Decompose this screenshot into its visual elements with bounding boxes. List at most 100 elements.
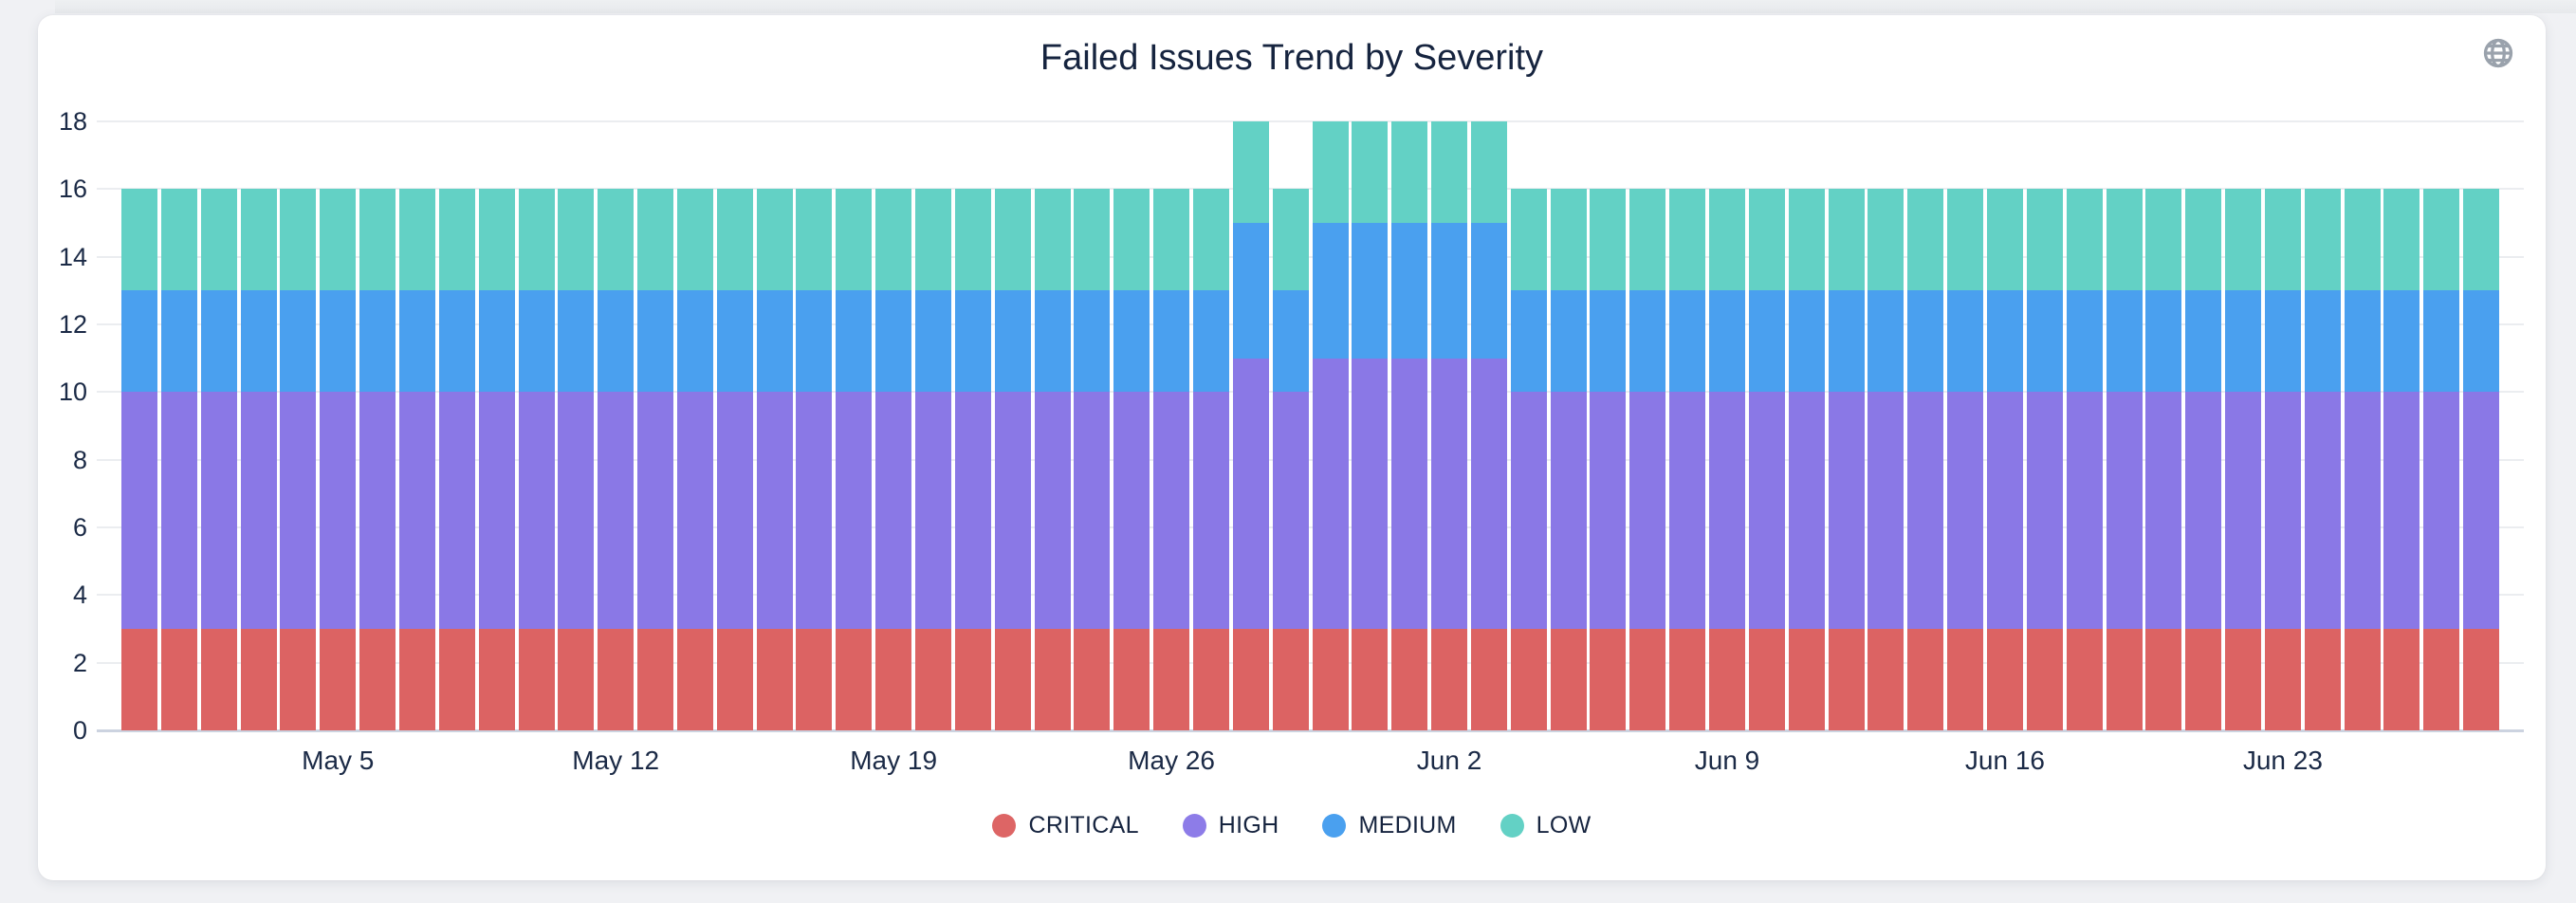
- bar-segment-medium[interactable]: [320, 290, 357, 393]
- bar-segment-medium[interactable]: [398, 290, 435, 393]
- bar-segment-medium[interactable]: [1550, 290, 1587, 393]
- bar-segment-low[interactable]: [1748, 189, 1785, 291]
- bar-segment-medium[interactable]: [1748, 290, 1785, 393]
- bar-segment-high[interactable]: [2225, 392, 2262, 629]
- bar-segment-high[interactable]: [160, 392, 197, 629]
- bar-segment-critical[interactable]: [875, 629, 912, 730]
- bar-segment-medium[interactable]: [598, 290, 635, 393]
- bar-segment-high[interactable]: [1113, 392, 1150, 629]
- bar-segment-critical[interactable]: [558, 629, 595, 730]
- bar-segment-low[interactable]: [2304, 189, 2341, 291]
- bar-segment-critical[interactable]: [1074, 629, 1111, 730]
- bar-segment-low[interactable]: [240, 189, 277, 291]
- bar-segment-low[interactable]: [915, 189, 951, 291]
- bar-segment-critical[interactable]: [954, 629, 991, 730]
- bar-segment-high[interactable]: [598, 392, 635, 629]
- bar-segment-medium[interactable]: [1947, 290, 1984, 393]
- bar-segment-medium[interactable]: [2145, 290, 2182, 393]
- bar-segment-high[interactable]: [2066, 392, 2103, 629]
- bar-segment-low[interactable]: [2066, 189, 2103, 291]
- bar-segment-critical[interactable]: [1986, 629, 2023, 730]
- bar-segment-medium[interactable]: [676, 290, 713, 393]
- bar-segment-medium[interactable]: [2066, 290, 2103, 393]
- bar-segment-low[interactable]: [598, 189, 635, 291]
- bar-segment-high[interactable]: [954, 392, 991, 629]
- bar-segment-low[interactable]: [398, 189, 435, 291]
- bar-segment-critical[interactable]: [915, 629, 951, 730]
- bar-segment-medium[interactable]: [637, 290, 674, 393]
- bar-segment-low[interactable]: [994, 189, 1031, 291]
- bar-segment-medium[interactable]: [756, 290, 793, 393]
- bar-segment-high[interactable]: [240, 392, 277, 629]
- bar-segment-critical[interactable]: [1550, 629, 1587, 730]
- bar-segment-high[interactable]: [2026, 392, 2063, 629]
- bar-segment-high[interactable]: [2106, 392, 2143, 629]
- bar-segment-critical[interactable]: [160, 629, 197, 730]
- bar-segment-medium[interactable]: [1153, 290, 1190, 393]
- bar-segment-low[interactable]: [1550, 189, 1587, 291]
- bar-segment-low[interactable]: [1986, 189, 2023, 291]
- bar-segment-low[interactable]: [438, 189, 475, 291]
- bar-segment-high[interactable]: [398, 392, 435, 629]
- bar-segment-low[interactable]: [2225, 189, 2262, 291]
- bar-segment-medium[interactable]: [200, 290, 237, 393]
- bar-segment-medium[interactable]: [1709, 290, 1745, 393]
- bar-segment-medium[interactable]: [558, 290, 595, 393]
- bar-segment-high[interactable]: [2423, 392, 2460, 629]
- bar-segment-critical[interactable]: [1748, 629, 1785, 730]
- bar-segment-critical[interactable]: [2185, 629, 2222, 730]
- bar-segment-medium[interactable]: [1510, 290, 1547, 393]
- bar-segment-low[interactable]: [2145, 189, 2182, 291]
- bar-segment-critical[interactable]: [2106, 629, 2143, 730]
- bar-segment-critical[interactable]: [756, 629, 793, 730]
- bar-segment-low[interactable]: [1709, 189, 1745, 291]
- bar-segment-low[interactable]: [1034, 189, 1071, 291]
- bar-segment-low[interactable]: [676, 189, 713, 291]
- bar-segment-high[interactable]: [2344, 392, 2381, 629]
- bar-segment-low[interactable]: [1947, 189, 1984, 291]
- bar-segment-critical[interactable]: [518, 629, 555, 730]
- bar-segment-high[interactable]: [200, 392, 237, 629]
- bar-segment-medium[interactable]: [1034, 290, 1071, 393]
- bar-segment-medium[interactable]: [875, 290, 912, 393]
- bar-segment-low[interactable]: [796, 189, 833, 291]
- bar-segment-low[interactable]: [1192, 189, 1229, 291]
- bar-segment-medium[interactable]: [2225, 290, 2262, 393]
- bar-segment-medium[interactable]: [1470, 223, 1507, 359]
- bar-segment-medium[interactable]: [1352, 223, 1389, 359]
- bar-segment-critical[interactable]: [598, 629, 635, 730]
- bar-segment-critical[interactable]: [2145, 629, 2182, 730]
- bar-segment-low[interactable]: [756, 189, 793, 291]
- bar-segment-medium[interactable]: [836, 290, 873, 393]
- bar-segment-medium[interactable]: [280, 290, 317, 393]
- bar-segment-low[interactable]: [1312, 121, 1349, 223]
- bar-segment-high[interactable]: [676, 392, 713, 629]
- bar-segment-low[interactable]: [2026, 189, 2063, 291]
- bar-segment-high[interactable]: [1272, 392, 1309, 629]
- bar-segment-critical[interactable]: [398, 629, 435, 730]
- bar-segment-low[interactable]: [1868, 189, 1904, 291]
- bar-segment-medium[interactable]: [2026, 290, 2063, 393]
- bar-segment-low[interactable]: [2264, 189, 2301, 291]
- bar-segment-medium[interactable]: [438, 290, 475, 393]
- bar-segment-medium[interactable]: [1192, 290, 1229, 393]
- bar-segment-high[interactable]: [716, 392, 753, 629]
- bar-segment-high[interactable]: [2185, 392, 2222, 629]
- bar-segment-critical[interactable]: [1431, 629, 1468, 730]
- bar-segment-critical[interactable]: [121, 629, 157, 730]
- bar-segment-low[interactable]: [558, 189, 595, 291]
- bar-segment-medium[interactable]: [478, 290, 515, 393]
- bar-segment-high[interactable]: [1232, 358, 1269, 629]
- bar-segment-low[interactable]: [1590, 189, 1627, 291]
- bar-segment-critical[interactable]: [438, 629, 475, 730]
- bar-segment-critical[interactable]: [676, 629, 713, 730]
- bar-segment-critical[interactable]: [994, 629, 1031, 730]
- bar-segment-high[interactable]: [1352, 358, 1389, 629]
- bar-segment-high[interactable]: [121, 392, 157, 629]
- bar-segment-high[interactable]: [1868, 392, 1904, 629]
- bar-segment-medium[interactable]: [1868, 290, 1904, 393]
- bar-segment-low[interactable]: [1113, 189, 1150, 291]
- bar-segment-critical[interactable]: [1828, 629, 1865, 730]
- bar-segment-low[interactable]: [1232, 121, 1269, 223]
- bar-segment-high[interactable]: [2145, 392, 2182, 629]
